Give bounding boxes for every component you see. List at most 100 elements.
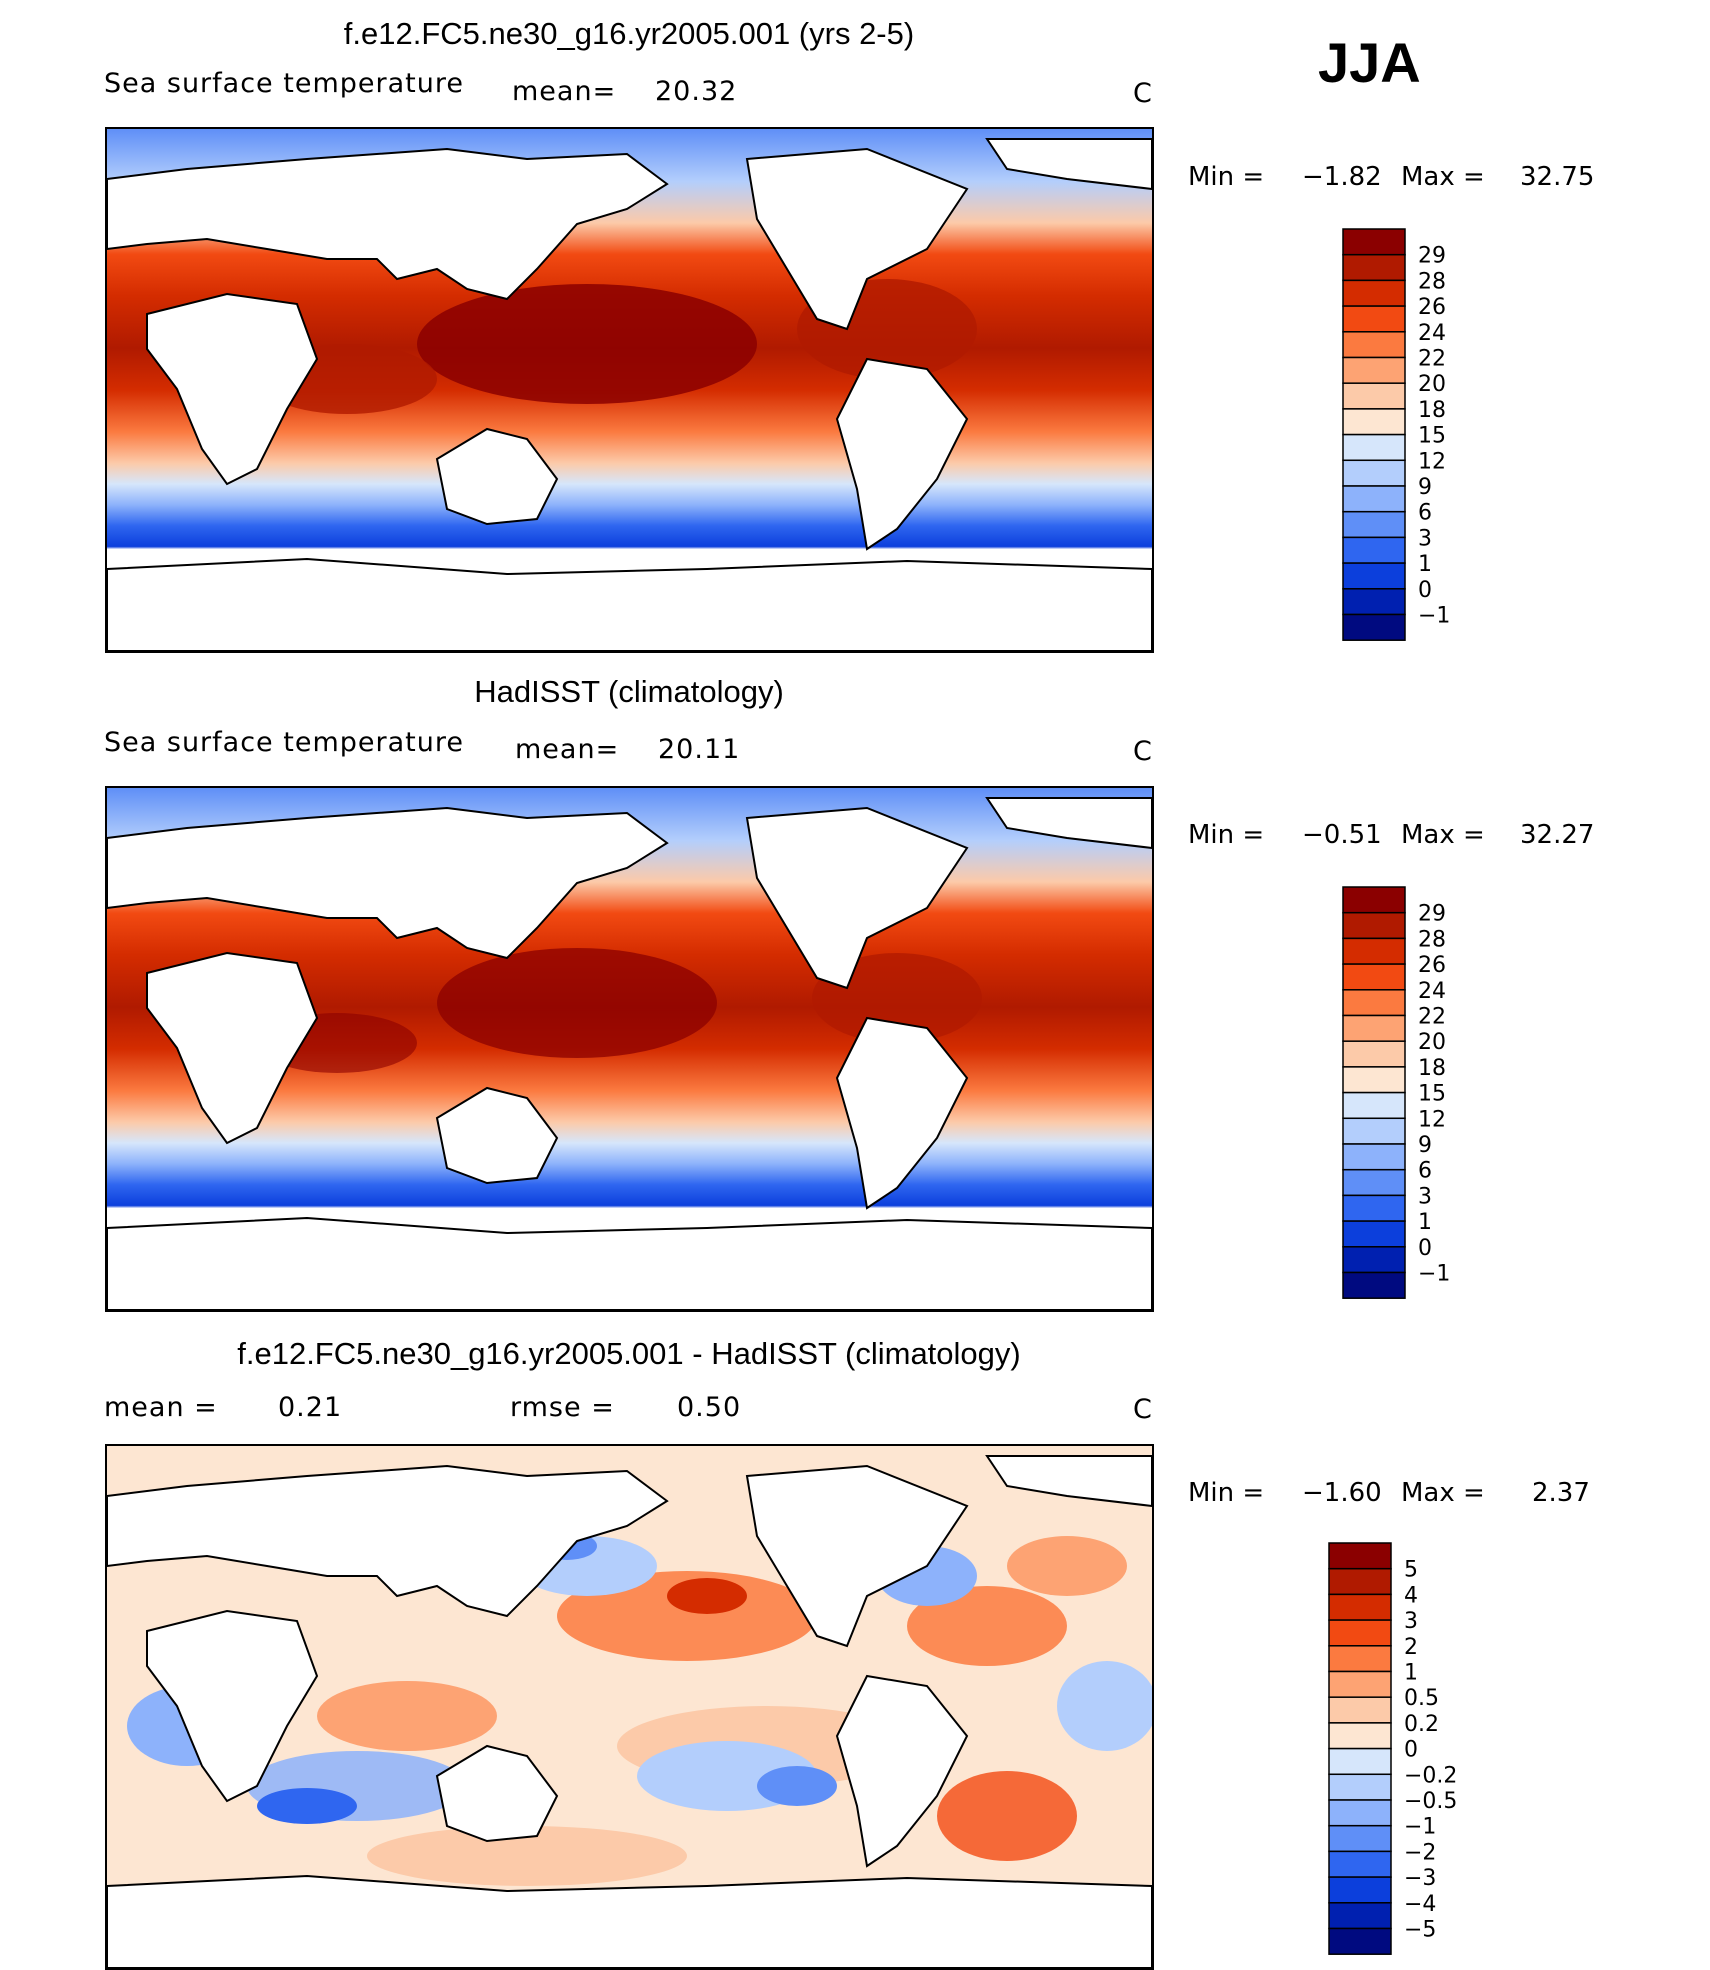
colorbar-swatch <box>1342 562 1406 590</box>
colorbar-tick-label: −2 <box>1404 1840 1436 1865</box>
colorbar-tick-label: −4 <box>1404 1892 1436 1917</box>
panel2-variable: Sea surface temperature <box>104 727 464 758</box>
panel1-warm-pool <box>417 284 757 404</box>
colorbar-swatch <box>1328 1567 1392 1596</box>
panel2-atlantic-warm <box>812 953 982 1043</box>
colorbar-tick-label: 12 <box>1418 449 1446 474</box>
colorbar-swatch <box>1342 253 1406 282</box>
colorbar-tick-label: 12 <box>1418 1107 1446 1132</box>
colorbar-swatch <box>1342 433 1406 462</box>
colorbar-tick-label: 28 <box>1418 269 1446 294</box>
colorbar-swatch <box>1328 1593 1392 1621</box>
colorbar-swatch <box>1328 1773 1392 1801</box>
colorbar-swatch <box>1328 1645 1392 1673</box>
colorbar-swatch <box>1328 1876 1392 1904</box>
colorbar-swatch <box>1328 1747 1392 1776</box>
colorbar-tick-label: −0.2 <box>1404 1763 1457 1788</box>
colorbar-swatch <box>1328 1722 1392 1750</box>
panel2-max-label: Max = <box>1401 820 1485 850</box>
colorbar-tick-label: 1 <box>1418 1210 1432 1235</box>
colorbar-tick-label: −0.5 <box>1404 1789 1457 1814</box>
colorbar-tick-label: 2 <box>1404 1635 1418 1660</box>
panel2-mean-value: 20.11 <box>658 734 741 765</box>
colorbar-tick-label: 0 <box>1418 1236 1432 1261</box>
panel2-min-label: Min = <box>1188 820 1265 850</box>
colorbar-tick-label: 9 <box>1418 475 1432 500</box>
panel3-rmse-label: rmse = <box>510 1392 615 1423</box>
colorbar-swatch <box>1342 228 1406 256</box>
panel3-rmse-value: 0.50 <box>677 1392 742 1423</box>
panel3-min-label: Min = <box>1188 1478 1265 1508</box>
colorbar-tick-label: 18 <box>1418 1056 1446 1081</box>
colorbar-tick-label: 29 <box>1418 244 1446 269</box>
panel2-warm-pool <box>437 948 717 1058</box>
colorbar-swatch <box>1342 963 1406 991</box>
colorbar-tick-label: 15 <box>1418 424 1446 449</box>
colorbar-tick-label: 6 <box>1418 1159 1432 1184</box>
colorbar-tick-label: −1 <box>1418 1262 1450 1287</box>
colorbar-tick-label: 26 <box>1418 295 1446 320</box>
panel2-units: C <box>1133 736 1153 767</box>
colorbar-swatch <box>1342 408 1406 436</box>
panel2-min-value: −0.51 <box>1302 820 1382 850</box>
panel3-min-value: −1.60 <box>1302 1478 1382 1508</box>
panel3-title: f.e12.FC5.ne30_g16.yr2005.001 - HadISST … <box>237 1336 1021 1371</box>
season-label: JJA <box>1318 31 1421 94</box>
colorbar-swatch <box>1342 1194 1406 1222</box>
colorbar-swatch <box>1342 1066 1406 1094</box>
colorbar-tick-label: 0.5 <box>1404 1686 1439 1711</box>
colorbar-swatch <box>1342 305 1406 333</box>
colorbar-tick-label: 20 <box>1418 372 1446 397</box>
colorbar-swatch <box>1342 1091 1406 1120</box>
colorbar-swatch <box>1342 1040 1406 1068</box>
colorbar-tick-label: 1 <box>1404 1661 1418 1686</box>
panel3-colorbar: 5 4 3 2 1 0.5 0.2 0 −0.2 −0.5 −1 −2 −3 −4 −5 <box>1328 1542 1472 1957</box>
colorbar-swatch <box>1342 911 1406 940</box>
colorbar-tick-label: 24 <box>1418 979 1446 1004</box>
colorbar-tick-label: −5 <box>1404 1918 1436 1943</box>
colorbar-swatch <box>1342 613 1406 641</box>
panel3-max-value: 2.37 <box>1532 1478 1590 1508</box>
colorbar-tick-label: 26 <box>1418 953 1446 978</box>
panel1-max-label: Max = <box>1401 162 1485 192</box>
colorbar-swatch <box>1328 1927 1392 1955</box>
colorbar-tick-label: 29 <box>1418 902 1446 927</box>
colorbar-tick-label: 4 <box>1404 1583 1418 1608</box>
colorbar-tick-label: 1 <box>1418 552 1432 577</box>
colorbar-tick-label: 3 <box>1418 1184 1432 1209</box>
colorbar-tick-label: 3 <box>1404 1609 1418 1634</box>
panel3-max-label: Max = <box>1401 1478 1485 1508</box>
panel3-mean-value: 0.21 <box>278 1392 343 1423</box>
colorbar-tick-label: −3 <box>1404 1866 1436 1891</box>
colorbar-swatch <box>1328 1670 1392 1698</box>
colorbar-swatch <box>1342 510 1406 539</box>
colorbar-tick-label: 20 <box>1418 1030 1446 1055</box>
colorbar-tick-label: 0.2 <box>1404 1712 1439 1737</box>
panel1-colorbar: 29 28 26 24 22 20 18 15 12 9 6 3 1 0 −1 <box>1342 228 1486 643</box>
colorbar-tick-label: −1 <box>1404 1815 1436 1840</box>
panel3-map <box>105 1444 1154 1970</box>
colorbar-swatch <box>1342 588 1406 616</box>
colorbar-swatch <box>1328 1542 1392 1570</box>
colorbar-swatch <box>1342 382 1406 410</box>
colorbar-swatch <box>1342 1220 1406 1248</box>
colorbar-swatch <box>1342 279 1406 307</box>
colorbar-swatch <box>1342 989 1406 1017</box>
panel3-mean-label: mean = <box>104 1392 218 1423</box>
panel1-min-label: Min = <box>1188 162 1265 192</box>
panel2-continents <box>107 797 1152 1310</box>
colorbar-tick-label: −1 <box>1418 604 1450 629</box>
colorbar-swatch <box>1342 356 1406 384</box>
colorbar-tick-label: 3 <box>1418 526 1432 551</box>
panel2-map <box>105 786 1154 1312</box>
panel1-continents <box>107 138 1152 651</box>
panel1-title: f.e12.FC5.ne30_g16.yr2005.001 (yrs 2-5) <box>343 16 915 51</box>
colorbar-swatch <box>1342 536 1406 564</box>
colorbar-swatch <box>1328 1619 1392 1647</box>
panel2-max-value: 32.27 <box>1520 820 1595 850</box>
colorbar-swatch <box>1342 459 1406 487</box>
panel1-mean-label: mean= <box>512 76 617 107</box>
colorbar-swatch <box>1342 1014 1406 1042</box>
